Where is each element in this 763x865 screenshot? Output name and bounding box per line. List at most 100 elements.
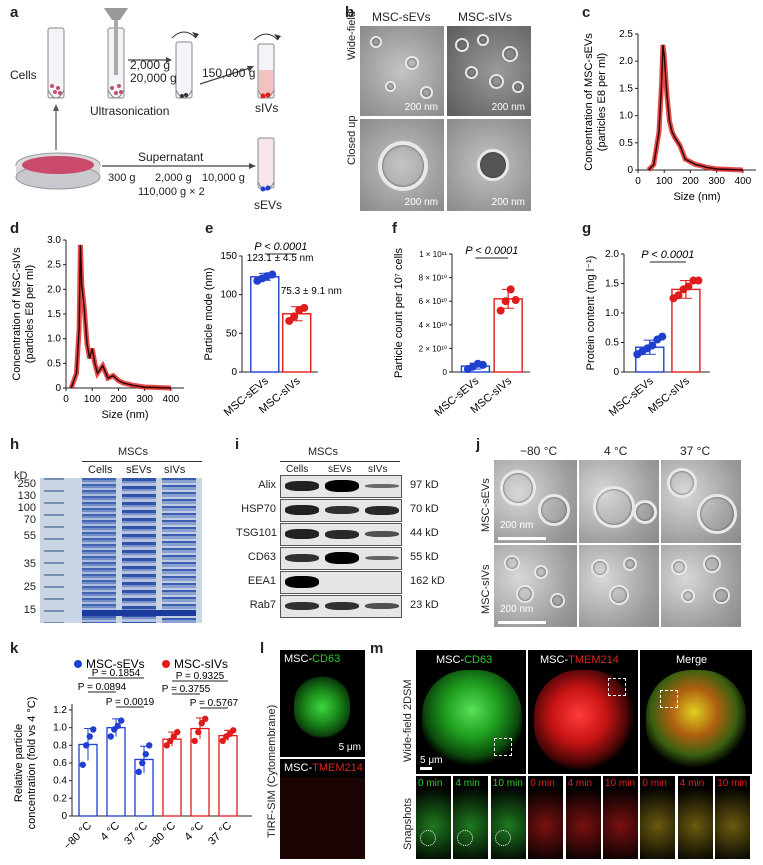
y-tick-label: 1.5 [605,279,619,290]
m-merge-image: Merge [640,650,752,774]
x-category-label: MSC-sEVs [607,375,656,419]
data-point [694,276,703,285]
wb-label-hsp70: HSP70 [241,503,276,515]
wb-label-rab7: Rab7 [249,599,276,611]
em-sivs-widefield: 200 nm [447,26,531,116]
marker-70: 70 [23,514,36,526]
data-point [478,360,487,369]
snapshot-tile: 4 min [677,776,713,859]
g110000-label: 110,000 g × 2 [138,186,205,198]
data-point [167,737,174,745]
sivs-tube [253,33,281,99]
data-point [86,733,93,740]
p-value-label: P = 0.0019 [106,697,155,708]
y-tick-label: 4 × 10¹⁰ [419,321,447,330]
y-tick-label: 150 [220,251,237,262]
snapshot-time-label: 4 min [455,778,480,789]
m-merge-title: Merge [676,654,708,666]
blot-cd63 [280,547,402,570]
em-sevs-widefield: 200 nm [360,26,444,116]
data-point [658,332,667,341]
wb-kd-cd63: 55 kD [410,551,439,563]
x-tick-label: 100 [84,394,101,405]
y-tick-label: 2.0 [605,249,619,260]
wb-kd-rab7: 23 kD [410,599,439,611]
data-point [90,726,97,733]
tirf-tmem214-image: MSC-TMEM214 [280,759,365,859]
blot-rab7 [280,595,402,618]
p-value-label: P = 0.0894 [78,682,127,693]
kd-label: kD [14,470,28,482]
x-tick-label: 400 [735,176,752,187]
temperature-stability-chart: 00.20.40.60.81.01.2−80 °C 4 °C 37 °C−80 °C… [13,657,252,853]
panel-label-g: g [582,220,592,237]
wb-kd-eea1: 162 kD [410,575,445,587]
annotation-sevs: 123.1 ± 4.5 nm [247,253,314,264]
y-tick-label: 2 × 10¹⁰ [419,344,447,353]
wb-band [365,555,399,561]
spin-2000-label: 2,000 g [130,58,171,72]
g2000-label: 2,000 g [155,172,192,184]
y-tick-label: 50 [226,328,238,339]
snapshot-time-label: 0 min [418,778,443,789]
data-point [511,296,520,305]
bar-MSC-sIVs [162,738,182,817]
marker-130: 130 [17,490,36,502]
y-tick-label: 0 [627,165,633,176]
snapshot-time-label: 0 min [530,778,555,789]
bar-MSC-sEVs [250,276,280,373]
em-sivs-4 [579,545,659,627]
wb-band [325,480,359,492]
x-tick-label: 200 [110,394,127,405]
wb-band [285,481,319,491]
y-axis-label: Concentration of MSC-sEVs [583,33,595,171]
x-category-label: −80 °C [146,820,179,853]
particle-count-chart: 0 2 × 10¹⁰ 4 × 10¹⁰ 6 × 10¹⁰ 8 × 10¹⁰ 1 × 10¹… [393,245,530,419]
gel-lane-sevs: sEVs [126,464,152,476]
tirf-tmem214-title: MSC-TMEM214 [284,762,363,774]
sivs-lane [162,478,196,623]
y-axis-label: Concentration of MSC-sIVs [11,247,23,381]
wb-kd-alix: 97 kD [410,479,439,491]
ultrasonication-label: Ultrasonication [90,104,170,118]
blot-alix [280,475,402,498]
y-axis-label: Relative particle [13,724,25,802]
supernatant-label: Supernatant [138,150,204,164]
data-point [684,282,693,291]
isolation-schematic [15,8,281,192]
wb-band [285,576,319,588]
wb-lane-sevs: sEVs [328,464,352,475]
y-tick-label: 0 [55,383,61,394]
blot-eea1 [280,571,402,594]
y-tick-label: 8 × 10¹⁰ [419,274,447,283]
data-point [163,742,170,749]
x-axis-label: Size (nm) [673,191,720,203]
wb-band [325,505,359,515]
j-scale-label: 200 nm [500,520,534,531]
temp-4: 4 °C [604,444,628,458]
m-scale: 5 μm [420,755,443,766]
y-tick-label: 3.0 [47,235,61,246]
snapshot-time-label: 0 min [642,778,667,789]
data-point [107,733,114,740]
snapshot-tile: 10 min [490,776,526,859]
centrifuge-tube [171,31,199,99]
y-tick-label: 1 × 10¹¹ [419,250,447,259]
snapshot-tile: 0 min [528,776,564,859]
wb-lane-cells: Cells [286,464,309,475]
data-point [219,737,226,745]
wb-band [325,552,359,564]
y-tick-label: 2.0 [619,56,633,67]
wb-band [285,529,319,539]
panel-label-c: c [582,4,591,21]
size-distribution-sevs-chart: 0 0.5 1.0 1.5 2.0 2.5 0 100 200 300 400 Size (nm) Co… [583,29,756,203]
tirf-scale: 5 μm [338,742,361,753]
gel-lane-cells: Cells [88,464,113,476]
x-tick-label: 100 [656,176,673,187]
data-point [174,728,181,736]
data-point [501,297,510,306]
data-point [191,737,198,745]
snapshot-tile: 4 min [453,776,489,859]
wb-band [365,531,399,537]
data-point [674,291,683,300]
